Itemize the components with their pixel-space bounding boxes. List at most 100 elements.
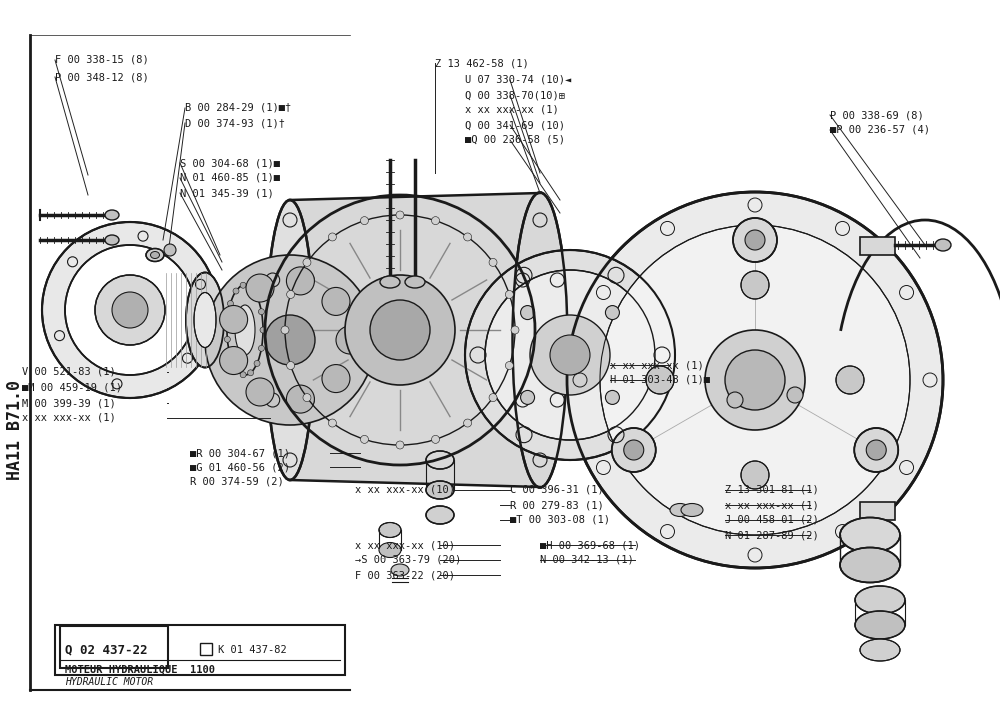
Text: S 00 304-68 (1)■: S 00 304-68 (1)■ [180,158,280,168]
Ellipse shape [379,542,401,557]
Circle shape [240,372,246,378]
Text: HA11 B71.0: HA11 B71.0 [6,380,24,480]
Circle shape [567,192,943,568]
Ellipse shape [426,506,454,524]
Text: D 00 374-93 (1)†: D 00 374-93 (1)† [185,118,285,128]
Circle shape [600,225,910,535]
Text: N 01 460-85 (1)■: N 01 460-85 (1)■ [180,173,280,183]
Circle shape [530,315,610,395]
Ellipse shape [670,503,690,517]
Circle shape [224,318,230,324]
Circle shape [205,255,375,425]
Text: N 01 345-39 (1): N 01 345-39 (1) [180,188,274,198]
Circle shape [370,300,430,360]
Ellipse shape [426,451,454,469]
Circle shape [511,326,519,334]
Circle shape [741,271,769,299]
Circle shape [260,327,266,333]
Circle shape [65,245,195,375]
Circle shape [303,258,311,266]
Circle shape [464,233,472,241]
Text: J 00 458-01 (2): J 00 458-01 (2) [725,515,819,525]
Ellipse shape [150,251,160,258]
Ellipse shape [235,305,255,355]
Ellipse shape [860,639,900,661]
Circle shape [521,306,535,319]
Text: x xx xxx-xx (10): x xx xxx-xx (10) [355,540,455,550]
Ellipse shape [405,276,425,288]
Ellipse shape [840,547,900,583]
Ellipse shape [391,564,409,576]
Circle shape [328,233,336,241]
Circle shape [396,211,404,219]
Circle shape [432,435,440,443]
Circle shape [322,365,350,392]
Text: K 01 437-82: K 01 437-82 [218,645,287,655]
Circle shape [396,441,404,449]
Ellipse shape [512,193,568,488]
Circle shape [866,440,886,460]
Text: U 07 330-74 (10)◄: U 07 330-74 (10)◄ [465,75,571,85]
Circle shape [605,306,619,319]
Circle shape [220,305,248,333]
Polygon shape [290,193,540,487]
Circle shape [286,385,314,413]
Circle shape [505,290,513,299]
Ellipse shape [935,239,951,251]
Circle shape [505,362,513,370]
Circle shape [360,435,368,443]
Text: F 00 363-22 (20): F 00 363-22 (20) [355,570,455,580]
Circle shape [220,346,248,375]
Circle shape [725,350,785,410]
Circle shape [287,362,295,370]
Text: M 00 399-39 (1): M 00 399-39 (1) [22,398,116,408]
Circle shape [624,440,644,460]
Ellipse shape [840,518,900,552]
Circle shape [233,366,239,372]
Circle shape [465,250,675,460]
Text: Z 13 301-81 (1): Z 13 301-81 (1) [725,485,819,495]
Circle shape [489,394,497,401]
Bar [60,626,168,668]
Ellipse shape [379,523,401,537]
Circle shape [336,326,364,354]
Text: F 00 338-15 (8): F 00 338-15 (8) [55,55,149,65]
Text: x xx xxx-xx (1): x xx xxx-xx (1) [465,105,559,115]
Text: x xx xxx-xx (1): x xx xxx-xx (1) [725,500,819,510]
Circle shape [112,292,148,328]
Circle shape [741,461,769,489]
Ellipse shape [105,235,119,245]
Circle shape [705,330,805,430]
Text: H 01 303-48 (1)■: H 01 303-48 (1)■ [610,375,710,385]
Circle shape [42,222,218,398]
Circle shape [254,360,260,367]
Circle shape [836,366,864,394]
Text: ■M 00 459-19 (1): ■M 00 459-19 (1) [22,383,122,393]
Text: R 00 279-83 (1): R 00 279-83 (1) [510,500,604,510]
Circle shape [322,287,350,316]
Circle shape [265,315,315,365]
Bar [200,643,212,655]
Text: x xx xxx-xx (1): x xx xxx-xx (1) [22,413,116,423]
Ellipse shape [186,273,224,367]
Ellipse shape [227,285,263,375]
Circle shape [258,309,264,314]
Circle shape [489,258,497,266]
Circle shape [328,419,336,427]
Ellipse shape [194,292,216,348]
Text: Q 00 341-69 (10): Q 00 341-69 (10) [465,120,565,130]
Circle shape [233,288,239,294]
Circle shape [281,326,289,334]
Text: →S 00 363-79 (20): →S 00 363-79 (20) [355,555,461,565]
Text: x xx xxx-xx (1): x xx xxx-xx (1) [610,360,704,370]
Circle shape [227,301,233,307]
Ellipse shape [380,276,400,288]
Text: R 00 374-59 (2): R 00 374-59 (2) [190,476,284,486]
Text: ■R 00 304-67 (1): ■R 00 304-67 (1) [190,448,290,458]
Text: N 00 342-13 (1): N 00 342-13 (1) [540,555,634,565]
Text: MOTEUR HYDRAULIQUE  1100: MOTEUR HYDRAULIQUE 1100 [65,665,215,675]
Ellipse shape [105,210,119,220]
Bar [860,237,895,255]
Text: ■G 01 460-56 (2): ■G 01 460-56 (2) [190,462,290,472]
Circle shape [224,336,230,343]
